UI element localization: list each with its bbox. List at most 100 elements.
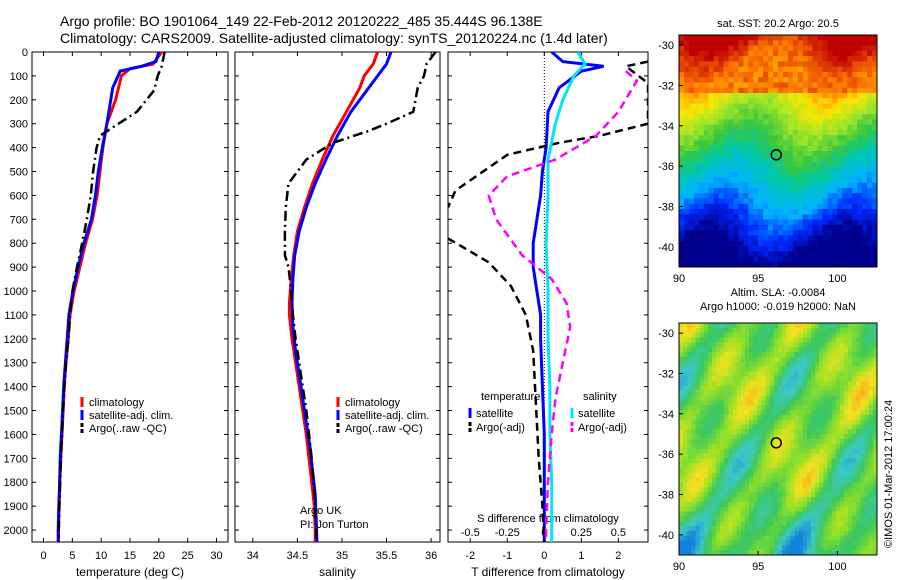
map-cell bbox=[683, 342, 688, 348]
map-cell bbox=[713, 151, 719, 157]
map-cell bbox=[723, 151, 729, 157]
map-cell bbox=[736, 327, 742, 334]
map-cell bbox=[728, 240, 734, 247]
y-tick-label: 100 bbox=[10, 71, 28, 83]
map-cell bbox=[790, 385, 795, 392]
map-cell bbox=[844, 352, 849, 358]
map-cell bbox=[683, 376, 688, 382]
map-cell bbox=[768, 177, 774, 184]
map-cell bbox=[773, 376, 779, 382]
map-cell bbox=[703, 193, 710, 199]
map-cell bbox=[802, 337, 808, 343]
map-cell bbox=[712, 516, 717, 522]
y-tick-label: 1600 bbox=[4, 429, 28, 441]
map-cell bbox=[708, 230, 715, 236]
map-cell bbox=[823, 506, 828, 512]
map-cell bbox=[745, 511, 750, 517]
map-cell bbox=[827, 214, 833, 220]
map-cell bbox=[765, 366, 771, 372]
map-cell bbox=[792, 177, 799, 184]
map-cell bbox=[748, 151, 754, 157]
map-cell bbox=[852, 506, 857, 512]
map-cell bbox=[748, 156, 754, 162]
map-cell bbox=[852, 166, 858, 173]
map-cell bbox=[802, 245, 809, 252]
map-cell bbox=[748, 193, 754, 199]
map-cell bbox=[761, 468, 767, 474]
map-cell bbox=[827, 135, 833, 141]
map-cell bbox=[758, 230, 764, 236]
map-cell bbox=[724, 477, 729, 483]
map-cell bbox=[765, 361, 771, 367]
map-cell bbox=[787, 230, 794, 236]
map-cell bbox=[844, 376, 849, 382]
map-cell bbox=[698, 98, 705, 104]
map-cell bbox=[778, 477, 783, 483]
map-cell bbox=[848, 458, 853, 464]
map-cell bbox=[852, 119, 858, 126]
map-cell bbox=[819, 443, 824, 450]
map-cell bbox=[856, 342, 861, 348]
map-cell bbox=[720, 381, 725, 387]
map-cell bbox=[712, 521, 717, 527]
map-cell bbox=[778, 385, 783, 392]
map-cell bbox=[724, 347, 729, 353]
map-cell bbox=[842, 261, 848, 268]
map-cell bbox=[872, 323, 878, 329]
map-cell bbox=[683, 419, 688, 425]
map-cell bbox=[822, 198, 828, 205]
map-cell bbox=[819, 376, 824, 382]
map-cell bbox=[708, 219, 715, 226]
map-cell bbox=[693, 98, 700, 104]
map-cell bbox=[867, 82, 873, 89]
map-cell bbox=[753, 463, 758, 469]
map-cell bbox=[712, 395, 717, 401]
map-cell bbox=[856, 540, 861, 546]
map-cell bbox=[811, 458, 816, 464]
map-cell bbox=[698, 161, 705, 168]
map-cell bbox=[839, 550, 845, 556]
map-cell bbox=[698, 198, 705, 205]
map-cell bbox=[733, 66, 739, 73]
map-cell bbox=[839, 395, 845, 401]
map-cell bbox=[864, 429, 870, 435]
map-cell bbox=[693, 214, 700, 220]
map-cell bbox=[815, 458, 820, 464]
map-cell bbox=[837, 230, 843, 236]
map-cell bbox=[794, 530, 800, 537]
map-cell bbox=[802, 332, 808, 338]
map-cell bbox=[740, 482, 746, 488]
map-cell bbox=[757, 535, 762, 541]
map-cell bbox=[763, 45, 769, 52]
map-cell bbox=[724, 385, 729, 392]
map-cell bbox=[728, 535, 734, 541]
map-cell bbox=[765, 535, 771, 541]
map-cell bbox=[792, 193, 799, 199]
map-cell bbox=[773, 103, 779, 110]
map-cell bbox=[864, 405, 870, 411]
map-cell bbox=[807, 187, 814, 194]
map-cell bbox=[679, 98, 685, 104]
map-cell bbox=[868, 323, 874, 329]
map-cell bbox=[713, 108, 719, 115]
map-cell bbox=[864, 434, 870, 440]
map-cell bbox=[753, 45, 759, 52]
map-cell bbox=[683, 77, 690, 83]
map-cell bbox=[827, 492, 833, 498]
map-cell bbox=[769, 356, 775, 363]
map-cell bbox=[708, 50, 715, 57]
map-cell bbox=[812, 151, 818, 157]
map-cell bbox=[839, 385, 845, 392]
y-tick-label: -36 bbox=[658, 161, 674, 173]
map-cell bbox=[778, 468, 783, 474]
map-cell bbox=[733, 135, 739, 141]
map-cell bbox=[857, 77, 863, 83]
map-cell bbox=[807, 119, 814, 126]
map-cell bbox=[819, 356, 824, 363]
map-cell bbox=[738, 35, 744, 41]
map-cell bbox=[707, 506, 713, 512]
x-axis-label: temperature (deg C) bbox=[76, 565, 184, 579]
map-cell bbox=[782, 166, 789, 173]
map-cell bbox=[806, 501, 812, 508]
map-cell bbox=[765, 453, 771, 459]
